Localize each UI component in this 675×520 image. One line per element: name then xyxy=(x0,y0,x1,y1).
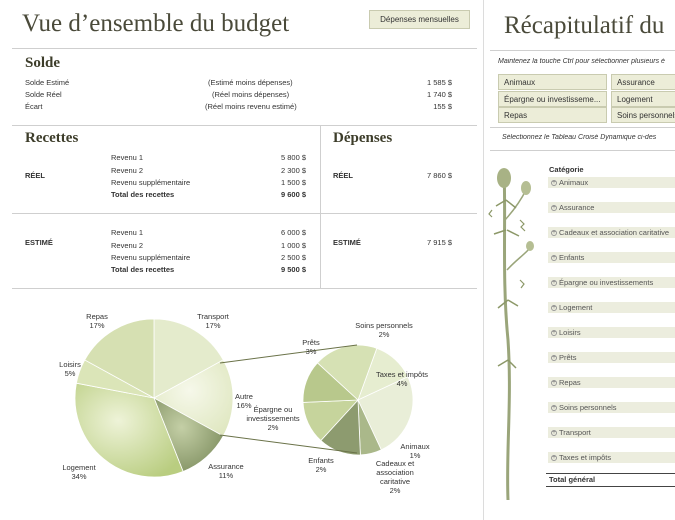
ecart-note: (Réel moins revenu estimé) xyxy=(205,102,297,111)
instruction-text: Maintenez la touche Ctrl pour sélectionn… xyxy=(498,58,665,65)
recettes-reel-total-value: 9 600 $ xyxy=(280,190,306,199)
category-header: Catégorie xyxy=(549,165,584,174)
category-row[interactable]: + Transport xyxy=(548,427,675,438)
solde-estime-note: (Estimé moins dépenses) xyxy=(208,78,293,87)
slicer-soins-personnels[interactable]: Soins personnels xyxy=(611,107,675,123)
label-epargne: Épargne ou investissements 2% xyxy=(246,405,300,432)
connector-line xyxy=(219,344,358,364)
connector-line xyxy=(219,434,358,454)
solde-reel-label: Solde Réel xyxy=(25,90,62,99)
category-row[interactable]: + Soins personnels xyxy=(548,402,675,413)
recettes-estime-row-label: Revenu 1 xyxy=(111,228,144,237)
category-row[interactable]: + Épargne ou investissements xyxy=(548,277,675,288)
slicer-animaux[interactable]: Animaux xyxy=(498,74,607,90)
solde-estime-label: Solde Estimé xyxy=(25,78,70,87)
solde-heading: Solde xyxy=(25,55,61,71)
recettes-estime-row-value: 1 000 $ xyxy=(280,241,306,250)
recettes-reel-row-label: Revenu 2 xyxy=(111,166,144,175)
category-row[interactable]: + Loisirs xyxy=(548,327,675,338)
pie-slice-autre xyxy=(153,359,234,437)
slicer-logement[interactable]: Logement xyxy=(611,91,675,107)
recettes-estime-row-value: 6 000 $ xyxy=(280,228,306,237)
category-row[interactable]: + Logement xyxy=(548,302,675,313)
ecart-value: 155 $ xyxy=(433,102,452,111)
depenses-reel-value: 7 860 $ xyxy=(426,171,452,180)
category-row[interactable]: + Taxes et impôts xyxy=(548,452,675,463)
grand-total-label: Total général xyxy=(546,473,675,487)
recettes-heading: Recettes xyxy=(25,130,79,146)
recettes-reel-row-value: 2 300 $ xyxy=(280,166,306,175)
category-row[interactable]: + Prêts xyxy=(548,352,675,363)
pie-slice-transport xyxy=(153,318,224,399)
category-row[interactable]: + Enfants xyxy=(548,252,675,263)
recettes-reel-label: RÉEL xyxy=(25,171,46,180)
pivot-title: Récapitulatif du xyxy=(504,12,665,39)
category-row[interactable]: + Cadeaux et association caritative xyxy=(548,227,675,238)
label-repas: Repas 17% xyxy=(86,312,108,330)
recettes-reel-row-value: 1 500 $ xyxy=(280,178,306,187)
recettes-estime-total-value: 9 500 $ xyxy=(280,265,306,274)
label-cadeaux: Cadeaux et association caritative 2% xyxy=(375,459,415,495)
label-prets: Prêts 3% xyxy=(302,338,320,356)
depenses-reel-label: RÉEL xyxy=(333,171,354,180)
solde-reel-note: (Réel moins dépenses) xyxy=(212,90,290,99)
slicer-assurance[interactable]: Assurance xyxy=(611,74,675,90)
label-animaux: Animaux 1% xyxy=(400,442,430,460)
label-logement: Logement 34% xyxy=(62,463,96,481)
solde-reel-value: 1 740 $ xyxy=(426,90,452,99)
depenses-estime-value: 7 915 $ xyxy=(426,238,452,247)
label-assurance: Assurance 11% xyxy=(208,462,244,480)
category-row[interactable]: + Repas xyxy=(548,377,675,388)
pie-slice-repas xyxy=(84,318,155,399)
plant-illustration xyxy=(488,168,534,501)
label-enfants: Enfants 2% xyxy=(308,456,334,474)
depenses-estime-label: ESTIMÉ xyxy=(333,238,361,247)
recettes-reel-total-label: Total des recettes xyxy=(111,190,175,199)
pie-slice-logement xyxy=(74,382,184,478)
recettes-estime-total-label: Total des recettes xyxy=(111,265,175,274)
category-row[interactable]: + Animaux xyxy=(548,177,675,188)
label-soins-personnels: Soins personnels 2% xyxy=(355,321,413,339)
pie-slice-taxes-et-impôts xyxy=(357,376,414,451)
recettes-estime-row-label: Revenu 2 xyxy=(111,241,144,250)
label-loisirs: Loisirs 5% xyxy=(59,360,81,378)
label-transport: Transport 17% xyxy=(197,312,229,330)
pivot-note: Sélectionnez le Tableau Croisé Dynamique… xyxy=(502,134,657,141)
ecart-label: Écart xyxy=(25,102,43,111)
slicer-repas[interactable]: Repas xyxy=(498,107,607,123)
depenses-heading: Dépenses xyxy=(333,130,393,146)
recettes-estime-label: ESTIMÉ xyxy=(25,238,53,247)
expenses-pie-chart xyxy=(74,318,414,478)
slicer-epargne[interactable]: Épargne ou investisseme... xyxy=(498,91,607,107)
solde-estime-value: 1 585 $ xyxy=(426,78,452,87)
label-taxes-impots: Taxes et impôts 4% xyxy=(375,370,429,388)
recettes-reel-row-value: 5 800 $ xyxy=(280,153,306,162)
monthly-expenses-button[interactable]: Dépenses mensuelles xyxy=(369,10,470,29)
recettes-estime-row-label: Revenu supplémentaire xyxy=(111,253,191,262)
recettes-reel-row-label: Revenu 1 xyxy=(111,153,144,162)
budget-title: Vue d’ensemble du budget xyxy=(22,10,290,37)
recettes-reel-row-label: Revenu supplémentaire xyxy=(111,178,191,187)
category-row[interactable]: + Assurance xyxy=(548,202,675,213)
recettes-estime-row-value: 2 500 $ xyxy=(280,253,306,262)
label-autre: Autre 16% xyxy=(235,392,253,410)
